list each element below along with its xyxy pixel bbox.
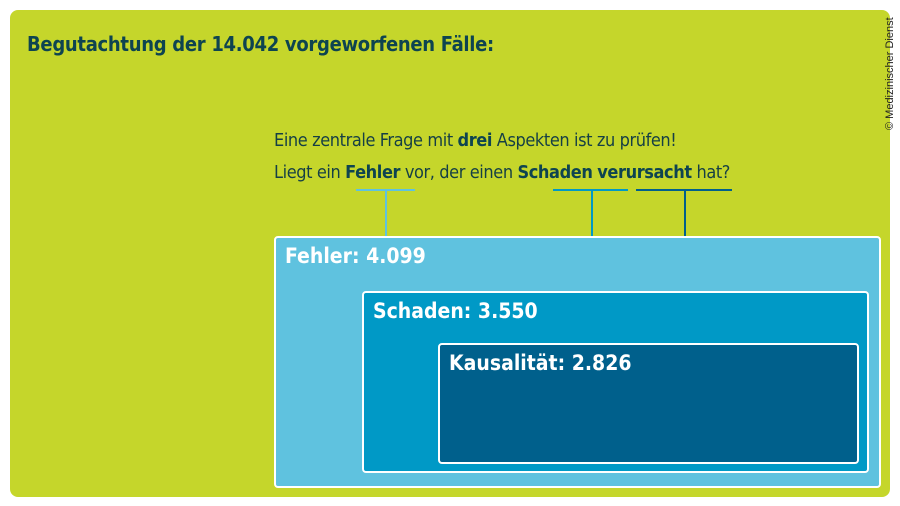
keyword-fehler: Fehler <box>345 162 401 183</box>
keyword-verursacht: verursacht <box>597 162 692 183</box>
connector-fehler <box>385 190 387 237</box>
underline-schaden <box>553 189 628 191</box>
box-kausalitaet: Kausalität: 2.826 <box>438 343 859 464</box>
question-line-1: Eine zentrale Frage mit drei Aspekten is… <box>274 130 677 151</box>
label-kausalitaet: Kausalität: 2.826 <box>449 351 632 375</box>
question-line-2: Liegt ein Fehler vor, der einen Schaden … <box>274 162 731 183</box>
copyright-credit: © Medizinischer Dienst <box>884 17 896 130</box>
keyword-schaden: Schaden <box>517 162 593 183</box>
label-schaden: Schaden: 3.550 <box>373 299 538 323</box>
page-title: Begutachtung der 14.042 vorgeworfenen Fä… <box>27 32 494 56</box>
label-fehler: Fehler: 4.099 <box>285 244 426 268</box>
